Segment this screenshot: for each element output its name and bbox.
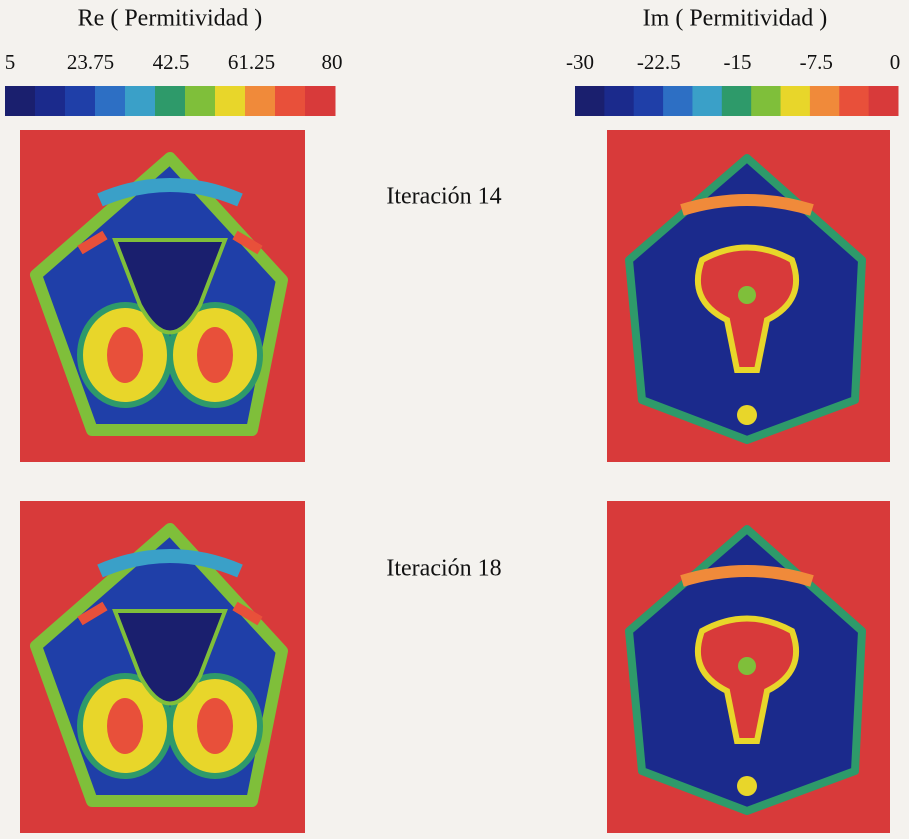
colorbar-segment [663,86,693,116]
colorbar-segment [721,86,752,116]
heatmap-region [197,327,233,383]
colorbar-segment [809,86,840,116]
heatmap-region [197,698,233,754]
colorbar-tick-label: 5 [5,50,16,74]
heatmap-re [20,501,305,833]
colorbar-segment [185,86,216,116]
panel-label: Iteración 18 [386,556,501,582]
heatmap-region [680,194,814,216]
heatmap-region [680,565,814,587]
heatmap-region [737,776,757,796]
heatmap-region [738,286,756,304]
colorbar-tick-label: 23.75 [67,50,114,74]
colorbar-segment [604,86,635,116]
colorbar-segment [751,86,782,116]
colorbar-segment [95,86,126,116]
colorbar-segment [215,86,246,116]
colorbar-tick-label: -7.5 [800,50,833,74]
panel-label: Iteración 14 [386,184,501,210]
colorbar-tick-label: 42.5 [153,50,190,74]
colorbar-title: Re ( Permitividad ) [78,6,263,32]
heatmap-region [695,244,799,373]
colorbar-tick-label: -22.5 [637,50,681,74]
heatmap-region [77,230,263,255]
colorbar-segment [35,86,66,116]
colorbar-segment [305,86,336,116]
colorbar-segment [633,86,664,116]
colorbar-title: Im ( Permitividad ) [643,6,828,32]
heatmap-region [107,698,143,754]
colorbar-tick-label: 80 [322,50,343,74]
colorbar-segment [155,86,186,116]
colorbar-segment [780,86,811,116]
colorbar-tick-label: -30 [566,50,594,74]
heatmap-region [97,549,243,578]
colorbar-segment [125,86,156,116]
heatmap-region [737,405,757,425]
colorbar-tick-label: 0 [890,50,901,74]
colorbar-segment [575,86,605,116]
colorbar-segment [868,86,899,116]
colorbar-segment [5,86,36,116]
colorbar-segment [275,86,306,116]
colorbar-tick-label: -15 [724,50,752,74]
colorbar-segment [65,86,96,116]
colorbar-segment [245,86,276,116]
heatmap-region [112,609,228,706]
heatmap-region [695,615,799,744]
heatmap-region [112,238,228,335]
colorbar-segment [692,86,723,116]
heatmap-region [107,327,143,383]
heatmap-region [97,178,243,207]
heatmap-im [607,501,890,833]
heatmap-im [607,130,890,462]
colorbar-segment [839,86,870,116]
heatmap-re [20,130,305,462]
heatmap-region [77,601,263,626]
heatmap-region [738,657,756,675]
colorbar-tick-label: 61.25 [228,50,275,74]
